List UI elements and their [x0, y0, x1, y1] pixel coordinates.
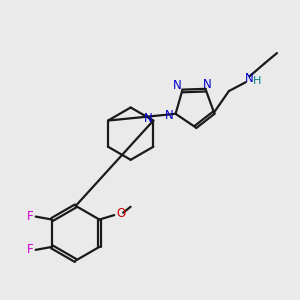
Text: O: O [116, 207, 125, 220]
Text: F: F [26, 243, 33, 256]
Text: N: N [172, 79, 181, 92]
Text: N: N [144, 112, 152, 125]
Text: N: N [165, 109, 173, 122]
Text: N: N [203, 78, 212, 91]
Text: F: F [26, 210, 33, 223]
Text: H: H [253, 76, 261, 86]
Text: N: N [244, 72, 253, 85]
